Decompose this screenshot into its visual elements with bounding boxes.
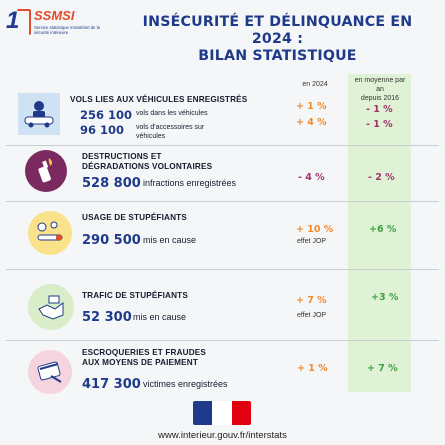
vehicles-2024-1: + 1 %	[296, 101, 327, 112]
row-title-usage: USAGE DE STUPÉFIANTS	[82, 213, 187, 222]
row-separator	[6, 269, 439, 270]
avg-column-background	[348, 74, 411, 392]
vehicles-2024-2: + 4 %	[296, 117, 327, 128]
republique-francaise-logo	[193, 401, 251, 425]
vehicles-label-1: vols dans les véhicules	[136, 110, 208, 117]
vehicles-avg-1: - 1 %	[366, 104, 393, 115]
destructions-num: 528 800	[82, 176, 141, 191]
vehicles-avg-2: - 1 %	[366, 119, 393, 130]
column-header-average-line2: depuis 2016	[360, 95, 400, 102]
usage-label: mis en cause	[143, 235, 197, 245]
trafic-2024: + 7 %	[296, 295, 327, 306]
trafic-note: effet JOP	[297, 312, 327, 319]
usage-avg: +6 %	[369, 224, 397, 235]
destructions-avg: - 2 %	[368, 172, 395, 183]
row-title-escroqueries: ESCROQUERIES ET FRAUDES AUX MOYENS DE PA…	[82, 348, 282, 368]
column-header-average-line1: en moyenne par an	[354, 77, 406, 93]
row-title-destructions: DESTRUCTIONS ET DÉGRADATIONS VOLONTAIRES	[82, 152, 282, 172]
escroqueries-num: 417 300	[82, 377, 141, 392]
logo-name: SSMSI	[34, 8, 75, 23]
column-header-average: en moyenne par an depuis 2016	[350, 76, 410, 103]
vehicles-num-2: 96 100	[80, 123, 125, 137]
row-title-vehicles: VOLS LIES AUX VÉHICULES ENREGISTRÉS	[70, 95, 248, 104]
row-separator	[6, 201, 439, 202]
destructions-label: infractions enregistrées	[143, 178, 237, 188]
drug-trafficking-icon	[28, 284, 74, 330]
logo-mark: 1	[6, 7, 20, 34]
payment-fraud-icon	[28, 350, 72, 394]
row-title-trafic: TRAFIC DE STUPÉFIANTS	[82, 291, 188, 300]
footer-url[interactable]: www.interieur.gouv.fr/interstats	[158, 430, 287, 441]
escroqueries-2024: + 1 %	[297, 363, 328, 374]
car-theft-icon	[18, 93, 60, 135]
vehicles-num-1: 256 100	[80, 108, 133, 122]
trafic-label: mis en cause	[133, 312, 187, 322]
title-line-2: BILAN STATISTIQUE	[198, 48, 357, 64]
usage-note: effet JOP	[297, 238, 327, 245]
column-header-2024: en 2024	[302, 81, 328, 88]
usage-2024: + 10 %	[296, 224, 334, 235]
logo-bracket-icon	[17, 9, 31, 35]
escroqueries-title-line1: ESCROQUERIES ET FRAUDES	[82, 348, 207, 357]
destructions-title-line1: DESTRUCTIONS ET	[82, 152, 162, 161]
trafic-num: 52 300	[82, 310, 132, 325]
page-title: INSÉCURITÉ ET DÉLINQUANCE EN 2024 : BILA…	[120, 14, 435, 65]
logo-subtitle: Service statistique ministériel de la sé…	[34, 25, 100, 36]
escroqueries-avg: + 7 %	[367, 363, 398, 374]
destructions-2024: - 4 %	[298, 172, 325, 183]
vehicles-label-2-line2: véhicules	[136, 132, 166, 140]
escroqueries-title-line2: AUX MOYENS DE PAIEMENT	[82, 358, 198, 367]
row-separator	[6, 145, 439, 146]
row-separator	[6, 340, 439, 341]
vehicles-label-2: vols d'accessoires sur véhicules	[136, 124, 204, 141]
usage-num: 290 500	[82, 233, 141, 248]
molotov-icon	[25, 150, 67, 192]
trafic-avg: +3 %	[371, 292, 399, 303]
escroqueries-label: victimes enregistrées	[143, 379, 228, 389]
destructions-title-line2: DÉGRADATIONS VOLONTAIRES	[82, 162, 213, 171]
title-line-1: INSÉCURITÉ ET DÉLINQUANCE EN 2024 :	[142, 14, 413, 47]
vehicles-label-2-line1: vols d'accessoires sur	[136, 124, 205, 131]
drug-use-icon	[28, 211, 72, 255]
ssmsi-logo: 1 SSMSI Service statistique ministériel …	[6, 6, 102, 62]
